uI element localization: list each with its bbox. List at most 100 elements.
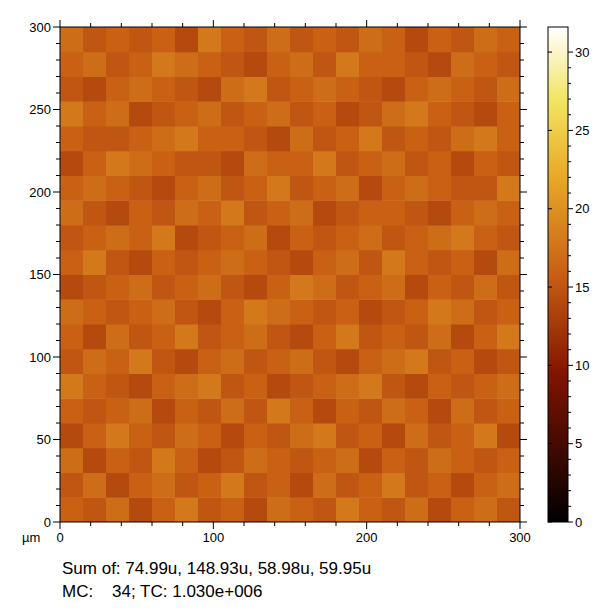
cell [290,225,314,250]
cell [428,52,452,77]
cell [129,52,153,77]
cell [451,27,475,52]
colorbar-tick-label: 20 [575,201,589,216]
cell [451,374,475,399]
cell [290,349,314,374]
y-tick-label: 150 [29,267,51,282]
minor-tick [56,489,60,490]
minor-tick [121,522,122,526]
cell [336,349,360,374]
colorbar-minor-tick [568,114,571,115]
colorbar-minor-tick [568,428,571,429]
cell [60,27,84,52]
cell [175,398,199,423]
cell [244,374,268,399]
minor-tick [520,390,524,391]
cell [497,225,520,250]
cell [405,27,429,52]
cell [336,398,360,423]
minor-tick [428,23,429,27]
cell [359,225,383,250]
cell [313,473,337,498]
cell [129,176,153,201]
minor-tick [56,258,60,259]
minor-tick [274,522,275,526]
cell [290,52,314,77]
cell [359,448,383,473]
cell [267,374,291,399]
cell [83,374,107,399]
cell [83,349,107,374]
cell [497,275,520,300]
cell [497,299,520,324]
cell [474,101,498,126]
cell [106,225,130,250]
minor-tick [520,60,524,61]
cell [129,497,153,522]
cell [152,27,176,52]
cell [451,52,475,77]
minor-tick [520,258,524,259]
cell [497,423,520,448]
cell [428,225,452,250]
cell [313,77,337,102]
colorbar-tick [568,52,573,53]
cell [83,250,107,275]
cell [405,497,429,522]
cell [382,200,406,225]
cell [405,473,429,498]
cell [152,250,176,275]
cell [129,200,153,225]
cell [106,324,130,349]
minor-tick [56,159,60,160]
cell [405,299,429,324]
cell [405,423,429,448]
cell [382,374,406,399]
cell [198,349,222,374]
minor-tick [520,241,524,242]
x-tick [60,522,61,529]
cell [129,324,153,349]
cell [83,200,107,225]
cell [451,225,475,250]
cell [451,423,475,448]
cell [83,151,107,176]
cell [359,398,383,423]
colorbar-minor-tick [568,349,571,350]
cell [221,349,245,374]
cell [152,423,176,448]
cell [336,101,360,126]
cell [152,497,176,522]
cell [244,423,268,448]
colorbar-minor-tick [568,396,571,397]
cell [60,151,84,176]
minor-tick [520,324,524,325]
cell [221,126,245,151]
cell [382,398,406,423]
cell [244,200,268,225]
cell [405,250,429,275]
y-tick [520,522,527,523]
cell [405,176,429,201]
cell [428,250,452,275]
y-tick [53,357,60,358]
cell [474,52,498,77]
cell [175,448,199,473]
cell [428,473,452,498]
cell [83,225,107,250]
cell [83,473,107,498]
cell [313,27,337,52]
minor-tick [305,23,306,27]
x-tick-label: 0 [56,530,63,545]
cell [405,77,429,102]
cell [60,349,84,374]
x-tick [366,20,367,27]
cell [359,27,383,52]
cell [267,101,291,126]
cell [474,200,498,225]
colorbar-tick [568,208,573,209]
cell [313,448,337,473]
cell [382,27,406,52]
cell [175,250,199,275]
cell [451,398,475,423]
